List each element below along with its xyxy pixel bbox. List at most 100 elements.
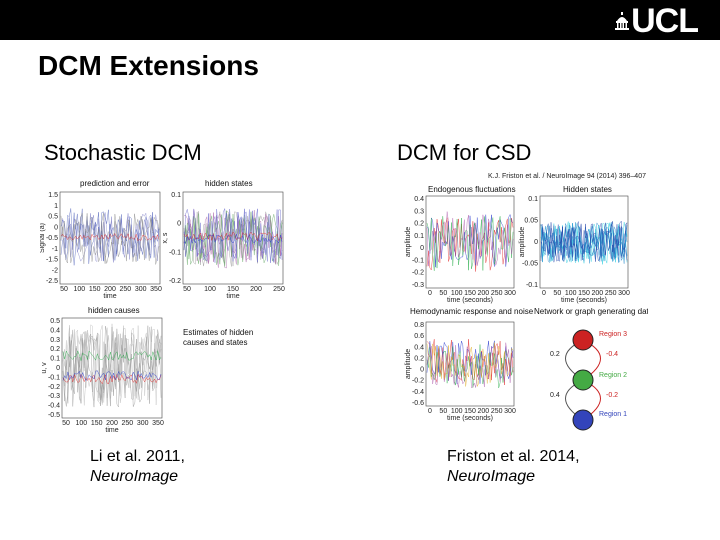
endogenous-ytick: 0 bbox=[420, 245, 424, 252]
hidden-trace bbox=[540, 222, 628, 264]
hidden-causes-trace bbox=[62, 329, 162, 408]
dcm-csd-figure: K.J. Friston et al. / NeuroImage 94 (201… bbox=[398, 172, 648, 434]
prediction-ytick: 1.5 bbox=[48, 192, 58, 199]
hidden-states-trace bbox=[183, 213, 283, 269]
hidden-causes-xtick: 350 bbox=[152, 420, 164, 427]
prediction-trace bbox=[60, 217, 160, 265]
header-bar: UCL bbox=[0, 0, 720, 40]
hidden-states-trace bbox=[183, 211, 283, 267]
endogenous-trace bbox=[426, 213, 514, 268]
prediction-ytick: -1 bbox=[52, 246, 58, 253]
prediction-title: prediction and error bbox=[80, 179, 150, 188]
hemo-trace bbox=[426, 342, 514, 387]
hidden-causes-frame bbox=[61, 317, 163, 419]
hidden-causes-ytick: -0.5 bbox=[48, 412, 60, 419]
region3-label: Region 3 bbox=[599, 331, 627, 338]
hemo-ytick: -0.2 bbox=[412, 378, 424, 385]
hidden-states-frame bbox=[182, 191, 284, 285]
endogenous-ytick: 0.1 bbox=[414, 233, 424, 240]
slide-title: DCM Extensions bbox=[38, 50, 259, 81]
hidden-causes-ytick: -0.3 bbox=[48, 393, 60, 400]
hidden-ytick: 0 bbox=[534, 239, 538, 246]
hidden-states-plot: 0.1 0 -0.1 -0.250 100 150 200 250 x, s time bbox=[162, 191, 285, 300]
endogenous-xtick: 100 bbox=[451, 290, 463, 297]
hidden-states-trace bbox=[183, 210, 283, 266]
stochastic-dcm-svg: prediction and error 1.5 1 0.5 0 -0.5 -1 -1.5 -… bbox=[40, 179, 285, 433]
hidden-causes-trace bbox=[62, 323, 162, 403]
weight-left-top: 0.2 bbox=[550, 351, 560, 358]
prediction-trace bbox=[60, 232, 160, 242]
hidden-trace bbox=[540, 221, 628, 263]
hidden-causes-trace bbox=[62, 325, 162, 404]
journal-ref: K.J. Friston et al. / NeuroImage 94 (201… bbox=[488, 173, 646, 180]
endogenous-ytick: 0.3 bbox=[414, 208, 424, 215]
hidden-causes-ytick: 0.5 bbox=[50, 318, 60, 325]
region2-label: Region 2 bbox=[599, 372, 627, 379]
region2-node bbox=[572, 369, 594, 391]
estimates-caption-1: Estimates of hidden bbox=[183, 328, 253, 337]
hidden-xtick: 0 bbox=[542, 290, 546, 297]
hemo-title: Hemodynamic response and noise bbox=[410, 307, 534, 316]
hidden-xtick: 200 bbox=[591, 290, 603, 297]
prediction-xtick: 50 bbox=[60, 286, 68, 293]
region3-node bbox=[572, 329, 594, 351]
hidden-states-xtick: 50 bbox=[183, 286, 191, 293]
hidden-ylabel: amplitude bbox=[519, 227, 526, 257]
hemo-ytick: 0.2 bbox=[414, 355, 424, 362]
endogenous-xlabel: time (seconds) bbox=[447, 297, 493, 304]
region1-label: Region 1 bbox=[599, 411, 627, 418]
hidden-xtick: 50 bbox=[553, 290, 561, 297]
hidden-states-ylabel: x, s bbox=[162, 232, 169, 243]
prediction-xtick: 250 bbox=[119, 286, 131, 293]
hidden-ytick: 0.05 bbox=[524, 218, 538, 225]
weight-left-bottom: 0.4 bbox=[550, 392, 560, 399]
hidden-causes-trace bbox=[62, 370, 162, 382]
hemo-ytick: 0.8 bbox=[414, 322, 424, 329]
hemo-xtick: 0 bbox=[428, 408, 432, 415]
hemo-ytick: -0.6 bbox=[412, 400, 424, 407]
prediction-xtick: 150 bbox=[89, 286, 101, 293]
prediction-frame bbox=[59, 191, 161, 285]
hidden-states-xlabel: time bbox=[226, 293, 239, 300]
hidden-states-xtick: 200 bbox=[250, 286, 262, 293]
prediction-ytick: -2.5 bbox=[46, 278, 58, 285]
hidden-states-xtick: 150 bbox=[227, 286, 239, 293]
hidden-causes-trace bbox=[62, 334, 162, 407]
endogenous-frame bbox=[425, 195, 515, 289]
hidden-states-xtick: 250 bbox=[273, 286, 285, 293]
hidden-xtick: 150 bbox=[578, 290, 590, 297]
hidden-xtick: 250 bbox=[605, 290, 617, 297]
left-citation-authors: Li et al. 2011, bbox=[90, 448, 185, 465]
hemo-xtick: 300 bbox=[504, 408, 516, 415]
hidden-title: Hidden states bbox=[563, 185, 612, 194]
portico-dome-icon bbox=[615, 12, 630, 30]
hemo-frame bbox=[425, 321, 515, 407]
hidden-xlabel: time (seconds) bbox=[561, 297, 607, 304]
left-citation-journal: NeuroImage bbox=[90, 468, 179, 485]
hidden-causes-plot: 0.5 0.4 0.3 0.2 0.1 0 -0.1 -0.2 -0.3 -0.4 -0.550 10… bbox=[41, 317, 164, 433]
hemo-ytick: 0.4 bbox=[414, 344, 424, 351]
hidden-states-ytick: -0.2 bbox=[169, 278, 181, 285]
hidden-states-trace bbox=[183, 208, 283, 263]
hemo-ytick: -0.4 bbox=[412, 389, 424, 396]
hidden-plot: 0.1 0.05 0 -0.05 -0.1 0 50 100 150 200 250 300 ampli… bbox=[519, 195, 630, 304]
network-graph: Region 3 Region 2 Region 1 0.2 0.4 -0.4 … bbox=[550, 329, 627, 431]
prediction-xtick: 300 bbox=[135, 286, 147, 293]
prediction-ylabel: Signal (a) bbox=[40, 223, 46, 253]
prediction-ytick: 1 bbox=[54, 203, 58, 210]
endogenous-ylabel: amplitude bbox=[405, 227, 412, 257]
prediction-xlabel: time bbox=[103, 293, 116, 300]
network-title: Network or graph generating data bbox=[534, 307, 648, 316]
endogenous-xtick: 300 bbox=[504, 290, 516, 297]
ucl-logo: UCL bbox=[615, 4, 699, 38]
hidden-causes-trace bbox=[62, 350, 162, 362]
region1-node bbox=[572, 409, 594, 431]
endogenous-xtick: 50 bbox=[439, 290, 447, 297]
hidden-causes-xtick: 300 bbox=[137, 420, 149, 427]
estimates-caption-2: causes and states bbox=[183, 338, 247, 347]
hidden-xtick: 300 bbox=[618, 290, 630, 297]
prediction-ytick: 0 bbox=[54, 224, 58, 231]
prediction-ytick: -1.5 bbox=[46, 257, 58, 264]
prediction-xtick: 350 bbox=[150, 286, 162, 293]
hidden-causes-xtick: 50 bbox=[62, 420, 70, 427]
